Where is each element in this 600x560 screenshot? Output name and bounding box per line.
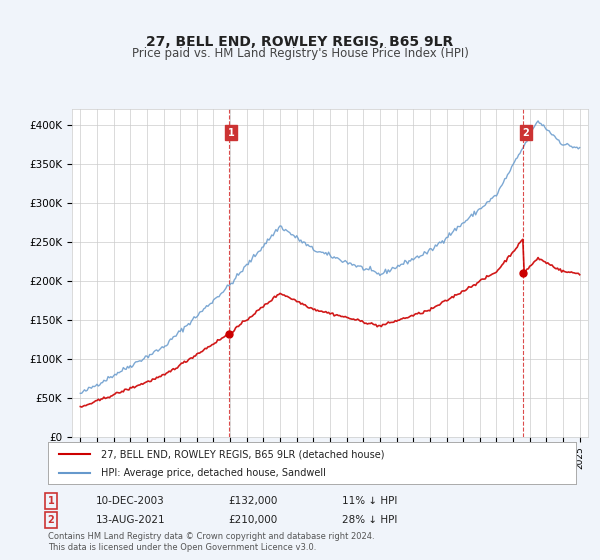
Text: 2: 2 bbox=[47, 515, 55, 525]
Text: 11% ↓ HPI: 11% ↓ HPI bbox=[342, 496, 397, 506]
Text: £210,000: £210,000 bbox=[228, 515, 277, 525]
Text: 1: 1 bbox=[228, 128, 235, 138]
Text: 1: 1 bbox=[47, 496, 55, 506]
Text: HPI: Average price, detached house, Sandwell: HPI: Average price, detached house, Sand… bbox=[101, 468, 326, 478]
Text: Price paid vs. HM Land Registry's House Price Index (HPI): Price paid vs. HM Land Registry's House … bbox=[131, 47, 469, 60]
Text: 27, BELL END, ROWLEY REGIS, B65 9LR: 27, BELL END, ROWLEY REGIS, B65 9LR bbox=[146, 35, 454, 49]
Text: 27, BELL END, ROWLEY REGIS, B65 9LR (detached house): 27, BELL END, ROWLEY REGIS, B65 9LR (det… bbox=[101, 449, 385, 459]
Text: Contains HM Land Registry data © Crown copyright and database right 2024.: Contains HM Land Registry data © Crown c… bbox=[48, 532, 374, 541]
Text: £132,000: £132,000 bbox=[228, 496, 277, 506]
Text: 28% ↓ HPI: 28% ↓ HPI bbox=[342, 515, 397, 525]
Text: This data is licensed under the Open Government Licence v3.0.: This data is licensed under the Open Gov… bbox=[48, 543, 316, 552]
Text: 13-AUG-2021: 13-AUG-2021 bbox=[96, 515, 166, 525]
Text: 2: 2 bbox=[523, 128, 529, 138]
Text: 10-DEC-2003: 10-DEC-2003 bbox=[96, 496, 165, 506]
